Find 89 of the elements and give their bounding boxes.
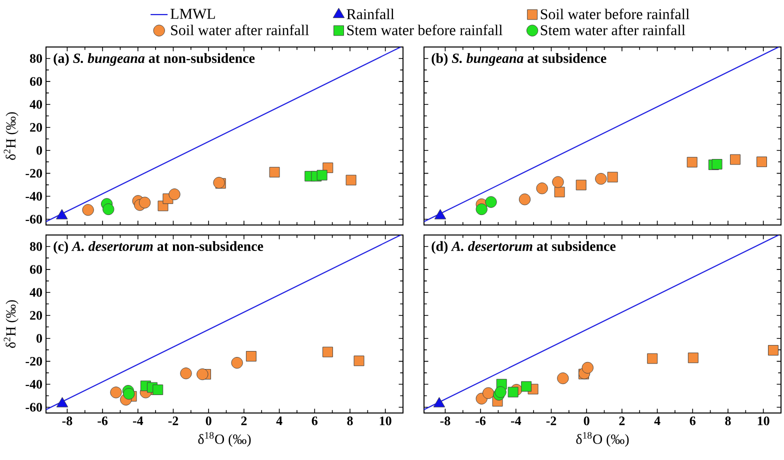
point	[557, 372, 569, 384]
y-tick-label: -20	[26, 168, 42, 178]
x-tick-label: 2	[241, 416, 247, 426]
x-tick-label: 4	[654, 416, 660, 426]
point	[346, 174, 356, 186]
point	[482, 387, 494, 399]
point	[269, 166, 280, 178]
x-axis-title: δ$^{18}$O (‰)	[198, 432, 251, 447]
point	[434, 209, 446, 220]
legend-label: LMWL	[170, 8, 215, 19]
legend-label: Rainfall	[346, 8, 394, 20]
y-tick-label: 20	[30, 311, 42, 320]
x-tick-label: 0	[206, 416, 212, 426]
x-tick-label: 10	[380, 416, 392, 426]
y-tick-label: 80	[30, 242, 42, 251]
y-tick-label: 40	[30, 100, 42, 109]
point	[316, 170, 328, 180]
point	[82, 204, 94, 216]
point	[102, 203, 114, 216]
point	[485, 196, 497, 208]
point	[433, 397, 446, 408]
legend-label: Stem water before rainfall	[347, 24, 502, 36]
y-axis-title: δ$^{2}$H (‰)	[4, 112, 18, 160]
legend-label: Soil water after rainfall	[171, 24, 309, 36]
x-tick-label: 6	[690, 416, 696, 426]
legend-label: Stem water after rainfall	[540, 24, 686, 36]
point	[536, 182, 548, 194]
x-tick-label: 8	[725, 416, 731, 426]
point	[110, 386, 122, 398]
x-axis-title: δ$^{18}$O (‰)	[576, 432, 629, 447]
point	[552, 176, 564, 188]
point	[494, 386, 506, 398]
point	[595, 172, 607, 185]
point	[354, 356, 364, 366]
point	[768, 345, 778, 356]
y-tick-label: -60	[26, 214, 42, 224]
x-tick-label: -6	[476, 416, 486, 426]
y-tick-label: 60	[30, 77, 42, 86]
x-tick-label: -8	[62, 416, 72, 426]
point	[607, 172, 618, 182]
point	[231, 356, 243, 369]
point	[582, 362, 594, 374]
point	[554, 186, 565, 198]
x-tick-label: 8	[347, 416, 353, 426]
x-tick-label: -6	[98, 416, 108, 426]
x-tick-label: -8	[440, 416, 450, 426]
x-tick-label: 6	[312, 416, 318, 426]
y-tick-label: 40	[30, 288, 42, 297]
point	[686, 156, 698, 168]
point	[688, 352, 698, 364]
point	[518, 194, 531, 206]
point	[730, 154, 740, 165]
x-tick-label: -4	[510, 416, 522, 426]
y-tick-label: -40	[26, 380, 42, 389]
x-tick-label: 0	[584, 416, 590, 426]
point	[521, 381, 532, 392]
chart-title: (c) A. desertorum at non-subsidence	[54, 241, 264, 254]
point	[322, 346, 333, 358]
point	[476, 203, 488, 216]
point	[576, 180, 586, 190]
point	[508, 386, 518, 398]
point	[246, 351, 256, 362]
point	[756, 156, 767, 168]
y-tick-label: -40	[26, 192, 42, 201]
chart-title: (b) S. bungeana at subsidence	[432, 53, 606, 66]
point	[647, 353, 658, 364]
x-tick-label: -4	[132, 416, 144, 426]
y-tick-label: 60	[30, 265, 42, 274]
y-tick-label: -20	[26, 356, 42, 366]
x-tick-label: -2	[546, 416, 556, 426]
point	[123, 388, 135, 400]
y-tick-label: -60	[26, 402, 42, 412]
chart-title: (d) A. desertorum at subsidence	[432, 241, 616, 254]
y-tick-label: 0	[36, 334, 42, 343]
x-tick-label: -2	[168, 416, 178, 426]
chart-title: (a) S. bungeana at non-subsidence	[54, 53, 255, 66]
y-tick-label: 80	[30, 54, 42, 63]
x-tick-label: 10	[758, 416, 770, 426]
x-tick-label: 4	[276, 416, 282, 426]
y-tick-label: 20	[30, 123, 42, 132]
point	[168, 188, 180, 200]
legend-label: Soil water before rainfall	[540, 8, 690, 20]
point	[196, 368, 208, 380]
point	[138, 196, 151, 208]
y-axis-title: δ$^{2}$H (‰)	[4, 300, 18, 348]
x-tick-label: 2	[619, 416, 625, 426]
point	[712, 159, 722, 170]
y-tick-label: 0	[36, 146, 42, 155]
point	[180, 368, 192, 380]
